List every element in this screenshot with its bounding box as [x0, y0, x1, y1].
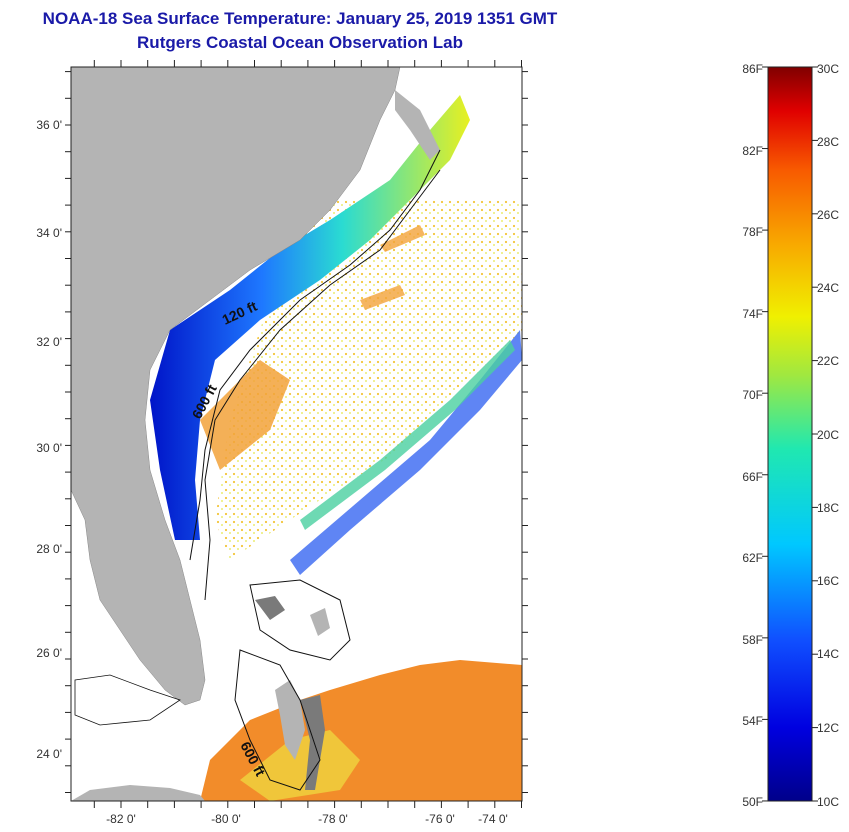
warm-streak	[360, 285, 405, 310]
lat-label: 36 0'	[36, 118, 62, 132]
land-abaco	[310, 608, 330, 636]
cool-filament	[290, 330, 522, 575]
warm-streak	[380, 225, 425, 252]
map-title: NOAA-18 Sea Surface Temperature: January…	[42, 9, 558, 28]
map-ticks	[65, 60, 528, 808]
lat-label: 28 0'	[36, 542, 62, 556]
lat-label: 24 0'	[36, 747, 62, 761]
contour-bahamas-south	[234, 649, 321, 791]
contour-keys	[74, 674, 181, 726]
shelf-water-band	[150, 95, 470, 540]
contour-120ft	[189, 149, 441, 561]
lon-label: -82 0'	[106, 812, 136, 826]
land-cuba	[71, 785, 205, 801]
lat-label: 32 0'	[36, 335, 62, 349]
latitude-labels: 36 0' 34 0' 32 0' 30 0' 28 0' 26 0' 24 0…	[36, 118, 62, 761]
land-andros	[275, 680, 305, 760]
bahama-bank-water	[240, 730, 360, 801]
lon-label: -80 0'	[211, 812, 241, 826]
lon-label: -74 0'	[478, 812, 508, 826]
land-outer-banks	[395, 90, 440, 160]
contour-bahamas-north	[249, 579, 351, 661]
contour-600ft	[204, 169, 441, 601]
lon-label: -76 0'	[425, 812, 455, 826]
lat-label: 34 0'	[36, 226, 62, 240]
lon-label: -78 0'	[318, 812, 348, 826]
land-grand-bahama	[255, 596, 285, 620]
transition-filament	[300, 340, 515, 530]
map-subtitle: Rutgers Coastal Ocean Observation Lab	[137, 33, 463, 52]
lat-label: 30 0'	[36, 441, 62, 455]
lat-label: 26 0'	[36, 646, 62, 660]
longitude-labels: -82 0' -80 0' -78 0' -76 0' -74 0'	[106, 812, 508, 826]
land-us-east-coast	[71, 67, 401, 706]
warm-core-patch	[200, 360, 290, 470]
map-frame	[70, 66, 523, 802]
